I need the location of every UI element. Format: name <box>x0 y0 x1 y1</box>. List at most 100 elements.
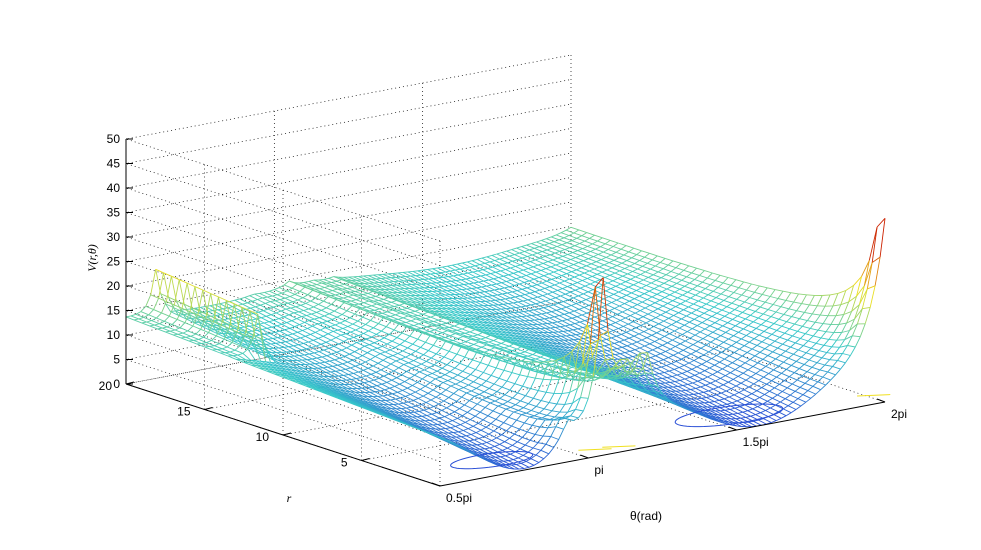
surface-mesh-line <box>164 273 172 276</box>
surface-mesh-line <box>691 295 696 298</box>
surface-mesh-line <box>641 272 646 275</box>
surface-mesh-line <box>607 305 615 309</box>
surface-mesh-line <box>524 281 529 283</box>
surface-mesh-line <box>381 370 389 374</box>
surface-mesh-line <box>570 325 578 329</box>
surface-mesh-line <box>659 373 664 374</box>
surface-mesh-line <box>298 300 306 303</box>
surface-mesh-line <box>635 261 640 264</box>
surface-mesh-line <box>619 258 627 261</box>
surface-mesh-line <box>267 328 275 332</box>
surface-mesh-line <box>698 282 703 286</box>
surface-mesh-line <box>423 312 428 314</box>
surface-mesh-line <box>450 270 455 271</box>
surface-mesh-line <box>641 325 649 329</box>
surface-mesh-line <box>536 272 544 276</box>
surface-mesh-line <box>656 369 664 373</box>
surface-mesh-line <box>673 355 681 359</box>
surface-mesh-line <box>348 327 356 331</box>
surface-mesh-line <box>372 306 380 309</box>
surface-mesh-line <box>529 248 534 250</box>
surface-mesh-line <box>581 300 586 302</box>
surface-mesh-line <box>646 283 651 286</box>
surface-mesh-line <box>652 260 660 263</box>
surface-mesh-line <box>520 352 525 354</box>
surface-mesh-line <box>408 386 413 389</box>
surface-mesh-line <box>264 323 272 327</box>
surface-mesh-line <box>437 368 442 371</box>
surface-mesh-line <box>611 325 619 329</box>
surface-mesh-line <box>449 394 454 398</box>
surface-mesh-line <box>660 263 668 266</box>
surface-mesh-line <box>322 321 327 323</box>
surface-mesh-line <box>456 382 461 385</box>
surface-mesh-line <box>708 332 713 335</box>
surface-mesh-line <box>490 262 498 266</box>
surface-mesh-line <box>536 242 544 245</box>
surface-mesh-line <box>534 309 539 310</box>
surface-mesh-line <box>638 319 646 323</box>
surface-mesh-line <box>179 280 187 283</box>
surface-mesh-line <box>648 263 656 266</box>
surface-mesh-line <box>679 270 684 274</box>
surface-mesh-line <box>663 265 668 269</box>
surface-mesh-line <box>562 321 570 325</box>
surface-mesh-line <box>344 283 349 285</box>
surface-mesh-line <box>428 393 436 397</box>
surface-mesh-line <box>615 306 620 308</box>
surface-mesh-line <box>523 270 531 274</box>
surface-mesh-line <box>421 361 426 364</box>
surface-mesh-line <box>398 392 406 396</box>
surface-mesh <box>126 218 885 469</box>
surface-mesh-line <box>400 382 405 385</box>
surface-mesh-line <box>533 267 541 271</box>
surface-mesh-line <box>319 304 327 307</box>
surface-mesh-line <box>278 305 286 309</box>
surface-mesh-line <box>571 304 576 306</box>
surface-mesh-line <box>711 342 719 346</box>
surface-mesh-line <box>601 257 606 259</box>
surface-mesh-line <box>611 338 619 342</box>
surface-mesh-line <box>572 283 577 285</box>
surface-mesh-line <box>334 346 342 350</box>
surface-mesh-line <box>632 305 637 308</box>
surface-mesh-line <box>716 336 721 339</box>
surface-mesh-line <box>610 240 618 243</box>
surface-mesh-line <box>385 388 390 390</box>
surface-mesh-line <box>344 375 349 376</box>
surface-mesh-line <box>625 353 633 357</box>
surface-mesh-line <box>449 351 457 354</box>
surface-mesh-line <box>470 332 478 335</box>
surface-mesh-line <box>643 280 651 283</box>
surface-mesh-line <box>497 343 502 345</box>
surface-mesh-line <box>714 304 719 307</box>
surface-mesh-line <box>510 297 515 298</box>
surface-mesh-line <box>399 368 407 372</box>
surface-mesh-line <box>721 294 729 297</box>
surface-mesh-line <box>481 276 489 280</box>
surface-mesh-line <box>514 285 522 289</box>
surface-mesh-line <box>317 357 322 358</box>
surface-mesh-line <box>309 307 314 309</box>
surface-mesh-line <box>445 336 450 338</box>
surface-mesh-line <box>359 334 364 336</box>
surface-mesh-line <box>679 328 687 332</box>
surface-mesh-line <box>417 364 422 366</box>
surface-mesh-line <box>314 352 319 353</box>
surface-mesh-line <box>739 282 744 288</box>
surface-mesh-line <box>302 316 307 317</box>
surface-mesh-line <box>398 318 403 320</box>
surface-mesh-line <box>388 395 396 399</box>
surface-mesh-line <box>545 288 553 292</box>
surface-mesh-line <box>292 288 300 291</box>
surface-mesh-line <box>301 338 309 342</box>
surface-mesh-line <box>372 387 380 391</box>
surface-mesh-line <box>187 283 195 287</box>
surface-mesh-line <box>356 379 364 383</box>
surface-mesh-line <box>286 341 291 342</box>
surface-mesh-line <box>391 364 399 368</box>
surface-mesh-line <box>326 304 331 307</box>
surface-mesh-line <box>615 308 623 312</box>
surface-mesh-line <box>622 298 630 302</box>
surface-mesh-line <box>520 265 528 269</box>
